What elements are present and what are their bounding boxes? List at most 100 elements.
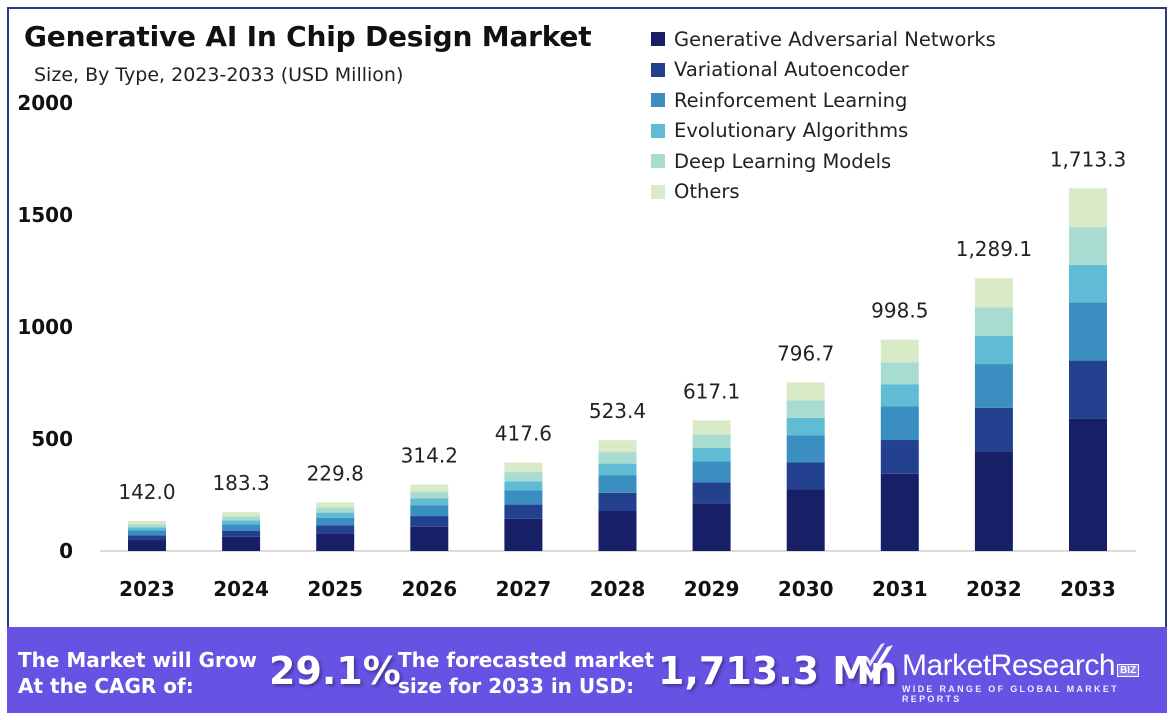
- bar-segment: [128, 527, 166, 531]
- legend-label: Evolutionary Algorithms: [674, 119, 909, 143]
- legend-swatch: [651, 62, 665, 77]
- x-tick-label: 2033: [1060, 577, 1116, 601]
- total-data-label: 1,289.1: [956, 237, 1032, 261]
- bar-segment: [410, 491, 449, 499]
- x-tick-label: 2031: [872, 577, 928, 601]
- legend-label: Generative Adversarial Networks: [674, 27, 996, 51]
- legend-swatch: [651, 184, 665, 199]
- brand-logo: MarketResearch BIZ WIDE RANGE OF GLOBAL M…: [902, 649, 1167, 704]
- y-tick-label: 1000: [17, 315, 73, 339]
- bar-segment: [410, 484, 449, 492]
- bar-segment: [598, 475, 637, 493]
- bar-segment: [880, 406, 919, 441]
- forecast-label: The forecasted market size for 2033 in U…: [398, 647, 654, 699]
- cagr-label-line1: The Market will Grow: [18, 648, 258, 672]
- forecast-value: 1,713.3 Mn: [658, 649, 898, 693]
- stacked-bar-chart: 0 500 1000 1500 2000 142.0 2023 183.3 2024 229.8 2…: [17, 91, 1136, 601]
- bar-segment: [504, 481, 543, 491]
- x-tick-label: 2025: [307, 577, 363, 601]
- bar-segment: [316, 533, 355, 551]
- bar-segment: [598, 463, 637, 476]
- bar-segment: [692, 434, 731, 448]
- bar-segment: [504, 490, 543, 505]
- bar-segment: [974, 364, 1013, 408]
- bar-segment: [692, 447, 731, 462]
- legend-label: Deep Learning Models: [674, 149, 892, 173]
- total-data-label: 314.2: [401, 443, 458, 467]
- bar-segment: [222, 530, 261, 537]
- bar-segment: [692, 503, 731, 551]
- bar-segment: [316, 502, 355, 508]
- bar-segment: [1069, 264, 1107, 303]
- bar-segment: [1069, 227, 1107, 265]
- legend-swatch: [651, 123, 665, 138]
- bar-segment: [316, 517, 355, 526]
- legend-item: Deep Learning Models: [651, 146, 996, 177]
- x-tick-label: 2030: [778, 577, 834, 601]
- x-tick-label: 2029: [684, 577, 740, 601]
- bar-segment: [1069, 360, 1107, 419]
- bar-segment: [880, 362, 919, 385]
- legend-label: Others: [674, 180, 740, 204]
- bar-segment: [128, 530, 166, 536]
- bar-segment: [880, 384, 919, 407]
- bar-segment: [410, 498, 449, 506]
- bar-segment: [786, 489, 825, 551]
- bar-segment: [692, 461, 731, 483]
- forecast-label-line2: size for 2033 in USD:: [398, 674, 635, 698]
- x-tick-label: 2024: [213, 577, 269, 601]
- chart-legend: Generative Adversarial Networks Variation…: [651, 24, 996, 207]
- x-tick-label: 2032: [966, 577, 1022, 601]
- bar-segment: [786, 462, 825, 490]
- bar-segment: [598, 492, 637, 511]
- bar-segment: [974, 335, 1013, 365]
- legend-item: Variational Autoencoder: [651, 55, 996, 86]
- bar-segment: [1069, 418, 1107, 551]
- bar-segment: [222, 536, 261, 551]
- bar-segment: [316, 512, 355, 518]
- bar-segment: [974, 407, 1013, 452]
- bar-segment: [316, 507, 355, 513]
- bar-segment: [692, 420, 731, 435]
- y-tick-label: 1500: [17, 203, 73, 227]
- total-data-label: 183.3: [212, 471, 269, 495]
- bar-segment: [880, 339, 919, 363]
- bar-segment: [880, 440, 919, 474]
- total-data-label: 229.8: [307, 461, 364, 485]
- bar-segment: [222, 524, 261, 531]
- brand-name: MarketResearch: [902, 649, 1116, 682]
- total-data-label: 1,713.3: [1050, 147, 1126, 171]
- y-tick-label: 0: [59, 539, 73, 563]
- legend-item: Evolutionary Algorithms: [651, 116, 996, 147]
- legend-label: Variational Autoencoder: [674, 58, 909, 82]
- bar-segment: [316, 525, 355, 534]
- brand-tagline: WIDE RANGE OF GLOBAL MARKET REPORTS: [902, 684, 1119, 704]
- bar-segment: [504, 504, 543, 519]
- bar-segment: [222, 512, 261, 517]
- bar-segment: [410, 526, 449, 551]
- bar-segment: [786, 435, 825, 463]
- forecast-label-line1: The forecasted market: [398, 648, 655, 672]
- legend-label: Reinforcement Learning: [674, 88, 908, 112]
- bar-segment: [974, 307, 1013, 336]
- total-data-label: 617.1: [683, 379, 740, 403]
- legend-item: Others: [651, 177, 996, 208]
- bar-segment: [222, 520, 261, 525]
- bar-segment: [598, 510, 637, 551]
- chart-title: Generative AI In Chip Design Market: [24, 20, 592, 53]
- legend-item: Reinforcement Learning: [651, 85, 996, 116]
- legend-item: Generative Adversarial Networks: [651, 24, 996, 55]
- total-data-label: 523.4: [589, 399, 646, 423]
- brand-suffix: BIZ: [1117, 664, 1140, 678]
- cagr-label-line2: At the CAGR of:: [18, 674, 194, 698]
- cagr-label: The Market will Grow At the CAGR of:: [18, 647, 257, 699]
- bar-segment: [786, 417, 825, 436]
- legend-swatch: [651, 32, 665, 47]
- total-data-label: 998.5: [871, 299, 928, 323]
- bar-segment: [504, 518, 543, 551]
- bar-segment: [410, 516, 449, 527]
- double-check-icon: [861, 643, 893, 681]
- chart-subtitle: Size, By Type, 2023-2033 (USD Million): [34, 64, 404, 86]
- bar-segment: [128, 524, 166, 528]
- y-tick-label: 2000: [17, 91, 73, 115]
